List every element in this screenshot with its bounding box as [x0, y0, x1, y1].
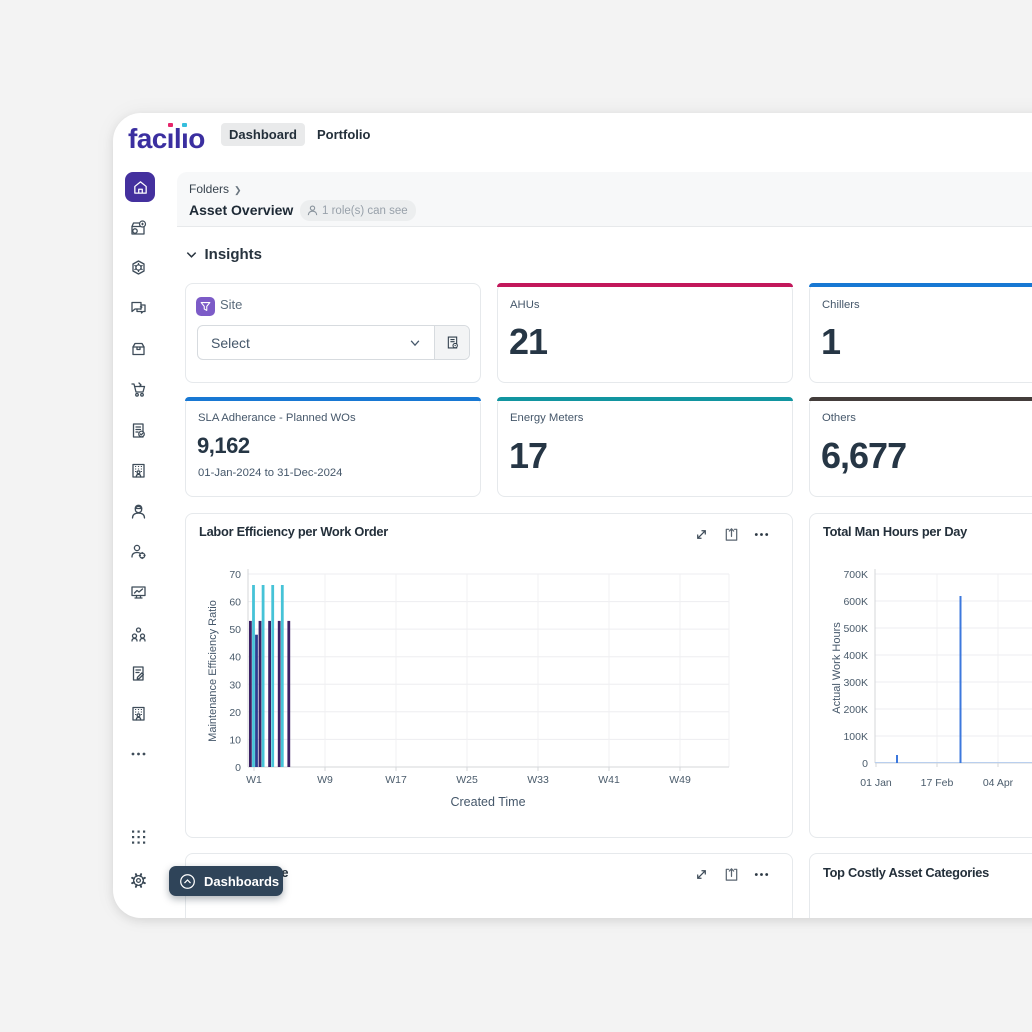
svg-text:W49: W49 — [669, 774, 691, 786]
svg-text:100K: 100K — [843, 731, 868, 743]
svg-text:17 Feb: 17 Feb — [921, 777, 954, 789]
svg-text:01 Jan: 01 Jan — [860, 777, 892, 789]
svg-text:50: 50 — [229, 624, 241, 636]
svg-text:300K: 300K — [843, 677, 868, 689]
svg-text:W25: W25 — [456, 774, 478, 786]
svg-text:60: 60 — [229, 597, 241, 609]
svg-text:200K: 200K — [843, 704, 868, 716]
svg-text:W41: W41 — [598, 774, 620, 786]
svg-text:Created Time: Created Time — [450, 795, 525, 809]
svg-text:500K: 500K — [843, 623, 868, 635]
svg-text:Maintenance Efficiency Ratio: Maintenance Efficiency Ratio — [207, 600, 219, 742]
svg-text:30: 30 — [229, 679, 241, 691]
svg-text:0: 0 — [862, 758, 868, 770]
svg-text:W1: W1 — [246, 774, 262, 786]
svg-text:?: ? — [139, 306, 143, 312]
svg-text:70: 70 — [229, 569, 241, 581]
svg-text:0: 0 — [235, 762, 241, 774]
svg-text:40: 40 — [229, 652, 241, 664]
svg-text:Actual Work Hours: Actual Work Hours — [831, 622, 843, 714]
svg-text:W17: W17 — [385, 774, 407, 786]
svg-text:W33: W33 — [527, 774, 549, 786]
svg-text:W9: W9 — [317, 774, 333, 786]
svg-text:700K: 700K — [843, 569, 868, 581]
svg-text:600K: 600K — [843, 596, 868, 608]
svg-text:20: 20 — [229, 707, 241, 719]
svg-text:10: 10 — [229, 734, 241, 746]
svg-text:400K: 400K — [843, 650, 868, 662]
svg-text:04 Apr: 04 Apr — [983, 777, 1014, 789]
